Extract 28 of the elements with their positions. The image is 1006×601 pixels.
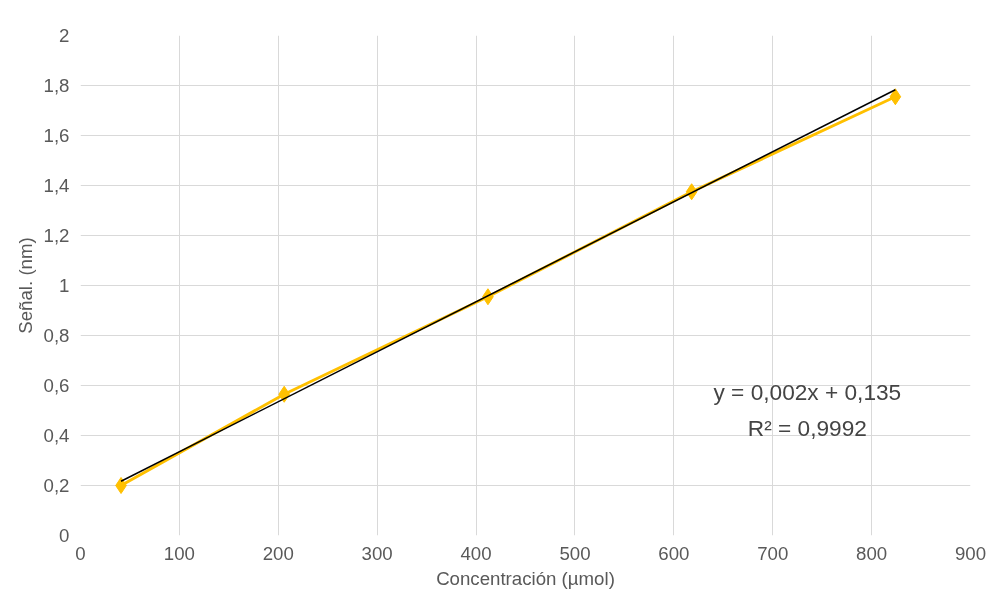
- x-tick-label: 600: [658, 542, 690, 564]
- x-tick-label: 100: [163, 542, 195, 564]
- x-tick-label: 200: [262, 542, 294, 564]
- y-tick-label: 0,8: [43, 325, 70, 346]
- x-tick-label: 700: [757, 542, 789, 564]
- x-tick-label: 900: [954, 542, 987, 564]
- y-tick-label: 0,4: [43, 425, 70, 446]
- x-tick-label: 500: [559, 542, 591, 564]
- y-tick-label: 1,6: [43, 125, 70, 146]
- y-tick-label: 2: [59, 25, 70, 46]
- annotation: y = 0,002x + 0,135: [713, 378, 902, 405]
- y-tick-label: 0,2: [43, 475, 70, 496]
- x-tick-label: 800: [856, 542, 888, 564]
- point: [115, 477, 127, 494]
- x-tick-label: 300: [361, 542, 393, 564]
- point: [278, 385, 291, 403]
- x-tick-label: 0: [75, 542, 86, 564]
- y-tick-label: 0: [59, 525, 70, 546]
- annotation: R² = 0,9992: [747, 415, 867, 441]
- y-tick-label: 1,4: [43, 175, 70, 196]
- y-axis-title: Señal. (nm): [14, 237, 36, 334]
- x-tick-label: 400: [460, 542, 492, 564]
- point: [889, 88, 902, 106]
- y-tick-label: 0,6: [43, 375, 70, 396]
- y-tick-label: 1: [59, 275, 70, 296]
- y-tick-label: 1,8: [43, 75, 70, 96]
- y-tick-label: 1,2: [43, 225, 70, 246]
- x-axis-title: Concentración (µmol): [436, 567, 615, 589]
